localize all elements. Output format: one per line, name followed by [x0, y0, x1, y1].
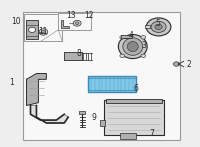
Bar [106, 99, 162, 103]
Text: 11: 11 [39, 27, 48, 36]
Bar [121, 35, 132, 38]
Bar [88, 76, 136, 92]
Text: 10: 10 [11, 17, 20, 26]
Ellipse shape [118, 35, 147, 59]
Text: 3: 3 [141, 41, 146, 50]
Text: 2: 2 [186, 60, 191, 69]
Bar [26, 20, 38, 39]
Bar [24, 14, 62, 41]
Text: 7: 7 [149, 129, 154, 138]
Circle shape [41, 31, 45, 34]
Bar [79, 111, 85, 114]
Text: 13: 13 [66, 11, 76, 20]
Text: 5: 5 [155, 20, 160, 29]
Ellipse shape [123, 38, 143, 55]
Circle shape [75, 22, 79, 25]
Polygon shape [30, 106, 68, 123]
Bar [145, 25, 150, 28]
Bar [104, 100, 164, 135]
Text: 8: 8 [77, 49, 82, 58]
Circle shape [39, 29, 48, 35]
Bar [58, 13, 91, 30]
Circle shape [120, 36, 125, 39]
Polygon shape [27, 74, 46, 106]
Bar [64, 52, 82, 60]
Circle shape [146, 18, 171, 36]
Text: 12: 12 [84, 11, 94, 20]
Circle shape [73, 20, 81, 26]
Polygon shape [61, 20, 69, 28]
Circle shape [151, 21, 166, 32]
Circle shape [29, 27, 36, 32]
Text: 9: 9 [92, 113, 96, 122]
Circle shape [141, 36, 146, 39]
Circle shape [173, 62, 179, 66]
Bar [23, 12, 180, 141]
Text: 6: 6 [133, 83, 138, 93]
Text: 1: 1 [9, 78, 14, 87]
Ellipse shape [127, 41, 138, 52]
Circle shape [155, 24, 162, 30]
Circle shape [141, 54, 146, 58]
Bar [120, 133, 136, 139]
Bar [100, 120, 105, 126]
Text: 4: 4 [128, 31, 133, 40]
Circle shape [120, 54, 125, 58]
